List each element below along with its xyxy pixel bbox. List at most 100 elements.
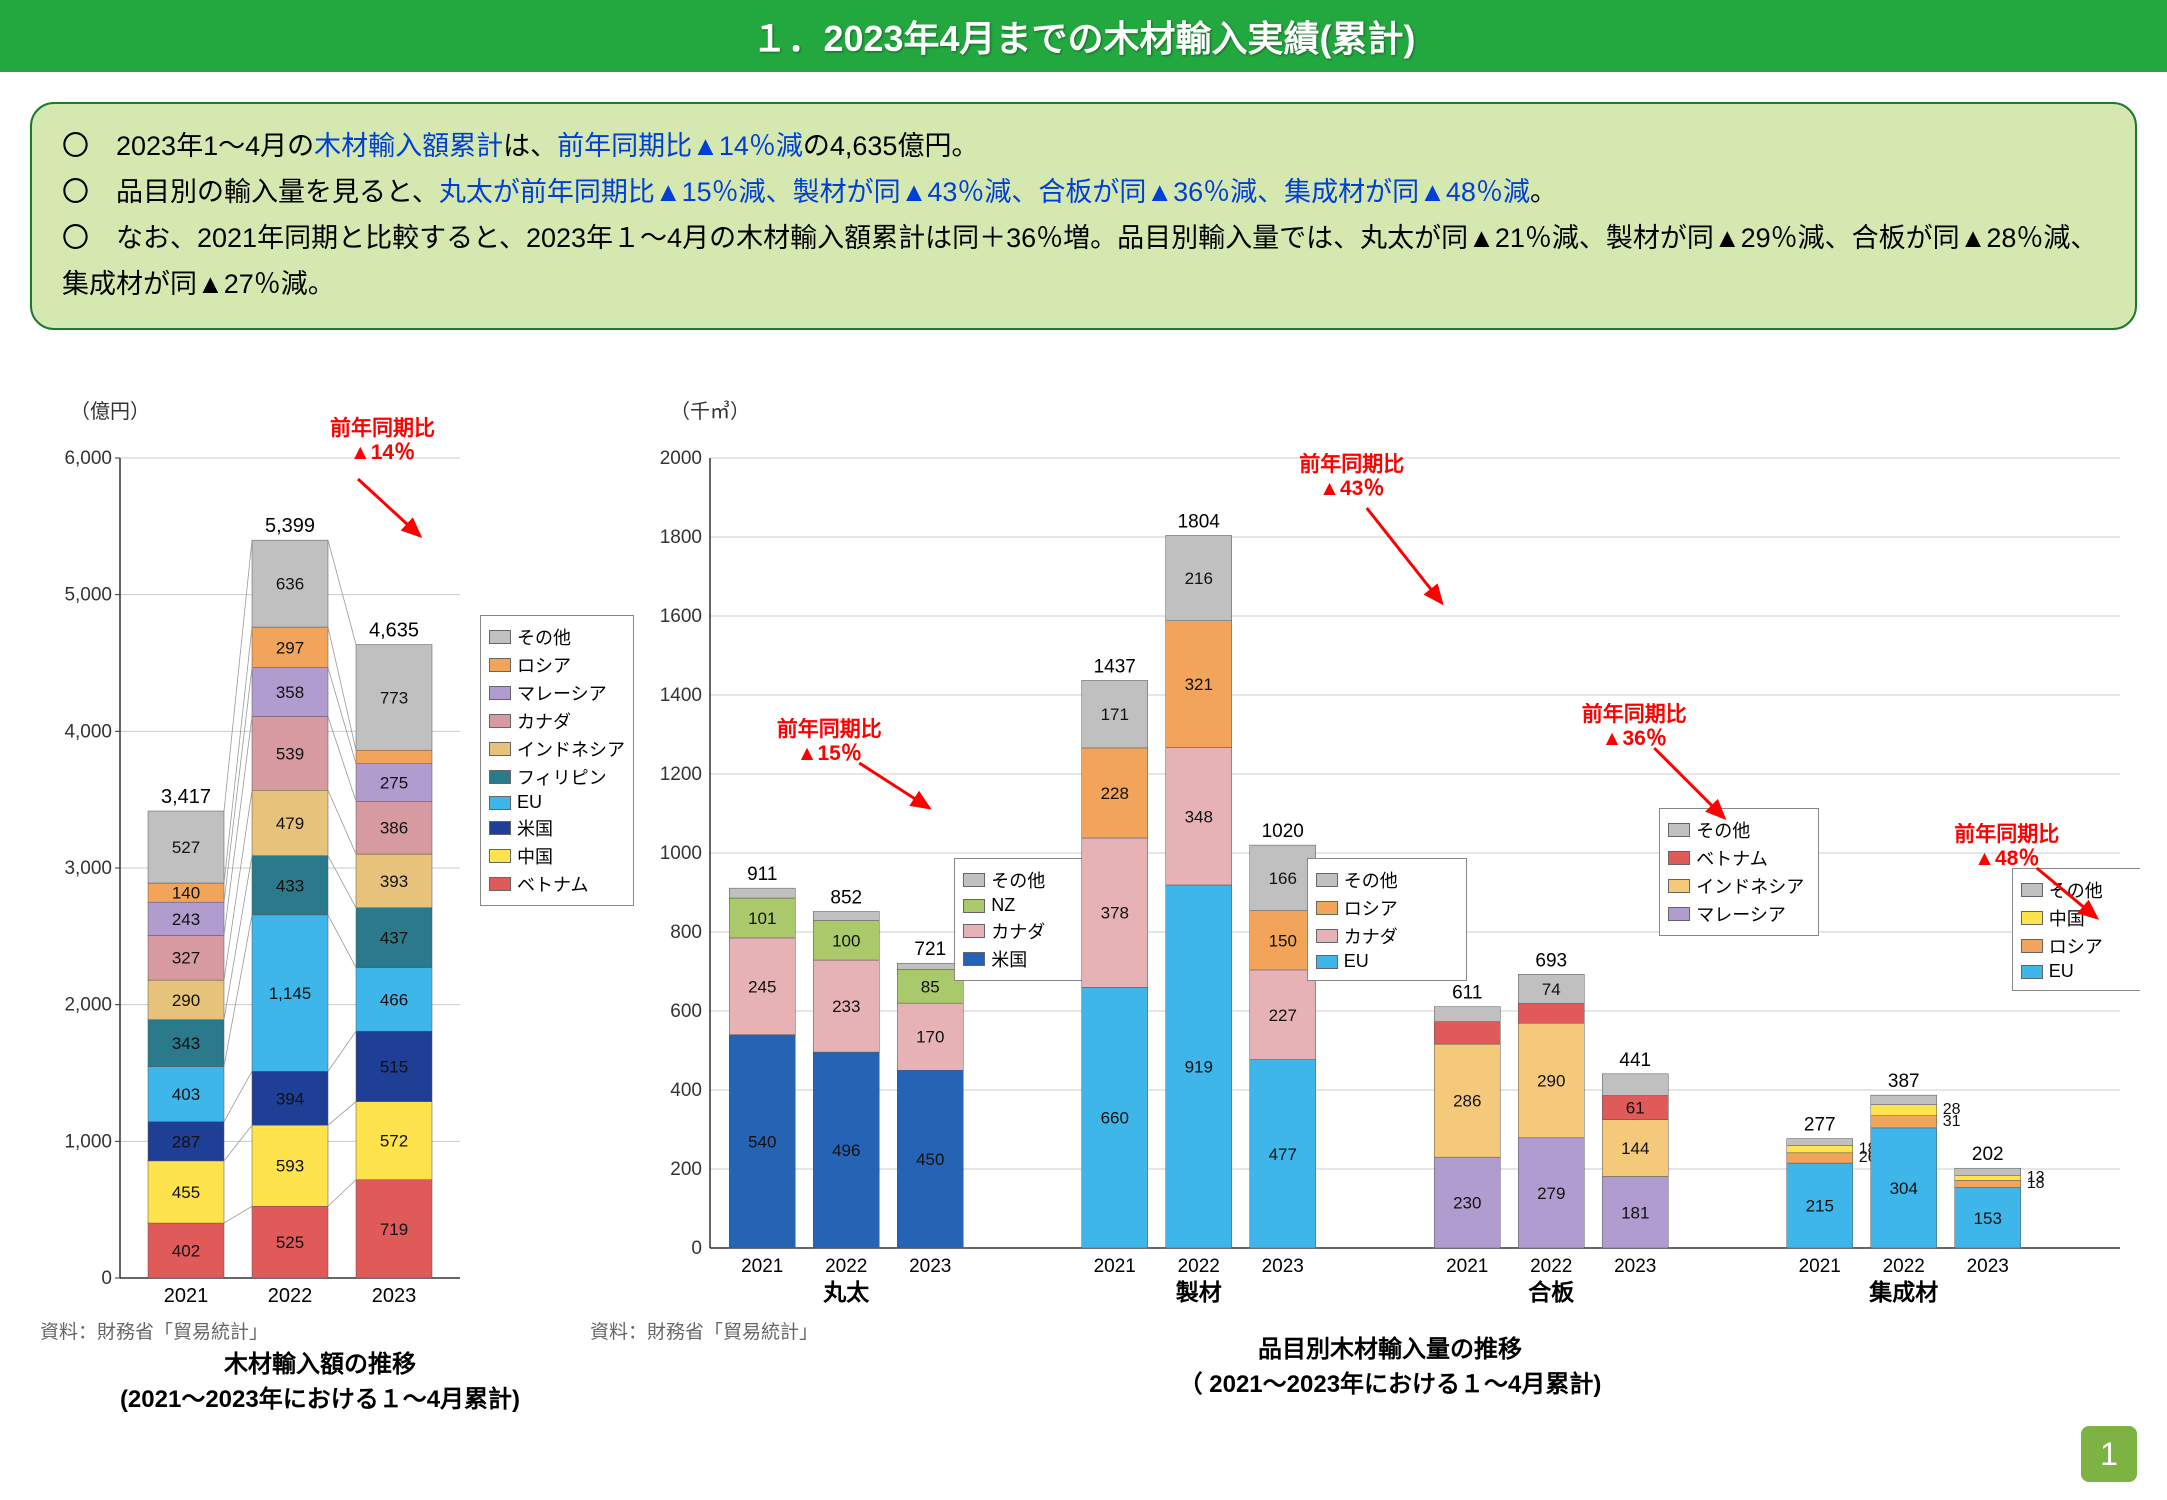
legend-item: マレーシア (489, 680, 625, 706)
svg-text:1020: 1020 (1262, 821, 1304, 842)
svg-text:13: 13 (2027, 1169, 2045, 1186)
svg-text:402: 402 (172, 1242, 200, 1261)
legend-item: ベトナム (489, 871, 625, 897)
svg-text:215: 215 (1806, 1197, 1834, 1216)
svg-text:230: 230 (1453, 1194, 1481, 1213)
svg-text:773: 773 (380, 688, 408, 707)
group-legend: その他ロシアカナダEU (1307, 858, 1467, 981)
svg-text:2023: 2023 (1967, 1256, 2009, 1277)
left-arrow-icon (350, 471, 440, 561)
svg-text:28: 28 (1943, 1101, 1961, 1118)
page-title: １．2023年4月までの木材輸入実績(累計) (0, 0, 2167, 72)
svg-text:140: 140 (172, 884, 200, 903)
svg-text:393: 393 (380, 872, 408, 891)
left-chart-subtitle: (2021～2023年における１～4月累計) (40, 1379, 600, 1414)
svg-text:2021: 2021 (741, 1256, 783, 1277)
svg-text:527: 527 (172, 838, 200, 857)
svg-text:2022: 2022 (268, 1285, 313, 1307)
right-chart-title: 品目別木材輸入量の推移 (640, 1329, 2140, 1364)
svg-text:1437: 1437 (1094, 656, 1136, 677)
svg-text:181: 181 (1621, 1203, 1649, 1222)
svg-text:403: 403 (172, 1085, 200, 1104)
summary-line-1: 〇 2023年1～4月の木材輸入額累計は、前年同期比▲14％減の4,635億円。 (62, 124, 978, 170)
svg-text:719: 719 (380, 1220, 408, 1239)
svg-text:387: 387 (1888, 1071, 1920, 1092)
svg-text:101: 101 (748, 909, 776, 928)
svg-text:245: 245 (748, 977, 776, 996)
svg-text:477: 477 (1269, 1145, 1297, 1164)
svg-text:539: 539 (276, 744, 304, 763)
svg-text:2021: 2021 (1446, 1256, 1488, 1277)
svg-text:327: 327 (172, 949, 200, 968)
svg-text:693: 693 (1535, 950, 1567, 971)
svg-text:852: 852 (830, 887, 862, 908)
svg-text:100: 100 (832, 931, 860, 950)
svg-text:61: 61 (1626, 1099, 1645, 1118)
svg-text:611: 611 (1452, 983, 1482, 1004)
svg-text:1400: 1400 (660, 685, 702, 706)
svg-text:479: 479 (276, 814, 304, 833)
svg-text:4,635: 4,635 (369, 620, 419, 642)
svg-text:2023: 2023 (1614, 1256, 1656, 1277)
svg-text:496: 496 (832, 1141, 860, 1160)
svg-text:394: 394 (276, 1089, 304, 1108)
svg-text:525: 525 (276, 1233, 304, 1252)
svg-text:721: 721 (914, 939, 946, 960)
svg-text:540: 540 (748, 1132, 776, 1151)
svg-text:800: 800 (670, 922, 702, 943)
svg-text:2023: 2023 (1262, 1256, 1304, 1277)
svg-text:1600: 1600 (660, 606, 702, 627)
summary-line-2: 〇 品目別の輸入量を見ると、丸太が前年同期比▲15％減、製材が同▲43％減、合板… (62, 170, 1557, 216)
svg-text:1,000: 1,000 (64, 1131, 112, 1152)
svg-text:450: 450 (916, 1150, 944, 1169)
svg-text:919: 919 (1185, 1057, 1213, 1076)
legend-item: ロシア (489, 652, 625, 678)
right-chart: 0200400600800100012001400160018002000540… (640, 428, 2140, 1318)
svg-text:275: 275 (380, 774, 408, 793)
legend-item: EU (489, 792, 625, 813)
svg-text:153: 153 (1974, 1209, 2002, 1228)
svg-text:170: 170 (916, 1028, 944, 1047)
svg-text:1200: 1200 (660, 764, 702, 785)
left-chart-title: 木材輸入額の推移 (40, 1344, 600, 1379)
svg-text:2021: 2021 (1799, 1256, 1841, 1277)
group-pct-label: 前年同期比 ▲36％ (1564, 703, 1704, 751)
svg-text:358: 358 (276, 683, 304, 702)
legend-item: 米国 (489, 815, 625, 841)
svg-text:279: 279 (1537, 1184, 1565, 1203)
svg-text:287: 287 (172, 1132, 200, 1151)
svg-text:636: 636 (276, 575, 304, 594)
svg-text:593: 593 (276, 1157, 304, 1176)
svg-text:433: 433 (276, 876, 304, 895)
svg-text:911: 911 (747, 864, 777, 885)
svg-text:455: 455 (172, 1183, 200, 1202)
svg-text:0: 0 (101, 1268, 112, 1289)
svg-text:144: 144 (1621, 1139, 1649, 1158)
svg-text:348: 348 (1185, 807, 1213, 826)
summary-box: 〇 2023年1～4月の木材輸入額累計は、前年同期比▲14％減の4,635億円。… (30, 102, 2137, 330)
svg-text:228: 228 (1101, 784, 1129, 803)
svg-text:6,000: 6,000 (64, 448, 112, 469)
svg-text:2,000: 2,000 (64, 995, 112, 1016)
svg-text:2022: 2022 (1178, 1256, 1220, 1277)
svg-text:1000: 1000 (660, 843, 702, 864)
summary-line-3: 〇 なお、2021年同期と比較すると、2023年１～4月の木材輸入額累計は同＋3… (62, 216, 2105, 308)
svg-text:2022: 2022 (825, 1256, 867, 1277)
svg-text:集成材: 集成材 (1868, 1279, 1938, 1305)
svg-text:166: 166 (1269, 869, 1297, 888)
left-pct-label: 前年同期比 ▲14％ (330, 417, 435, 465)
svg-text:304: 304 (1890, 1179, 1918, 1198)
svg-text:321: 321 (1185, 675, 1213, 694)
svg-text:3,000: 3,000 (64, 858, 112, 879)
right-chart-subtitle: （ 2021～2023年における１～4月累計) (640, 1364, 2140, 1399)
svg-text:150: 150 (1269, 931, 1297, 950)
group-pct-label: 前年同期比 ▲48％ (1937, 823, 2077, 871)
svg-text:85: 85 (921, 977, 940, 996)
right-chart-ylabel: （千㎥） (670, 395, 2140, 424)
svg-text:515: 515 (380, 1057, 408, 1076)
svg-text:1804: 1804 (1178, 511, 1221, 532)
svg-text:243: 243 (172, 910, 200, 929)
svg-text:1800: 1800 (660, 527, 702, 548)
legend-item: カナダ (489, 708, 625, 734)
svg-text:437: 437 (380, 929, 408, 948)
